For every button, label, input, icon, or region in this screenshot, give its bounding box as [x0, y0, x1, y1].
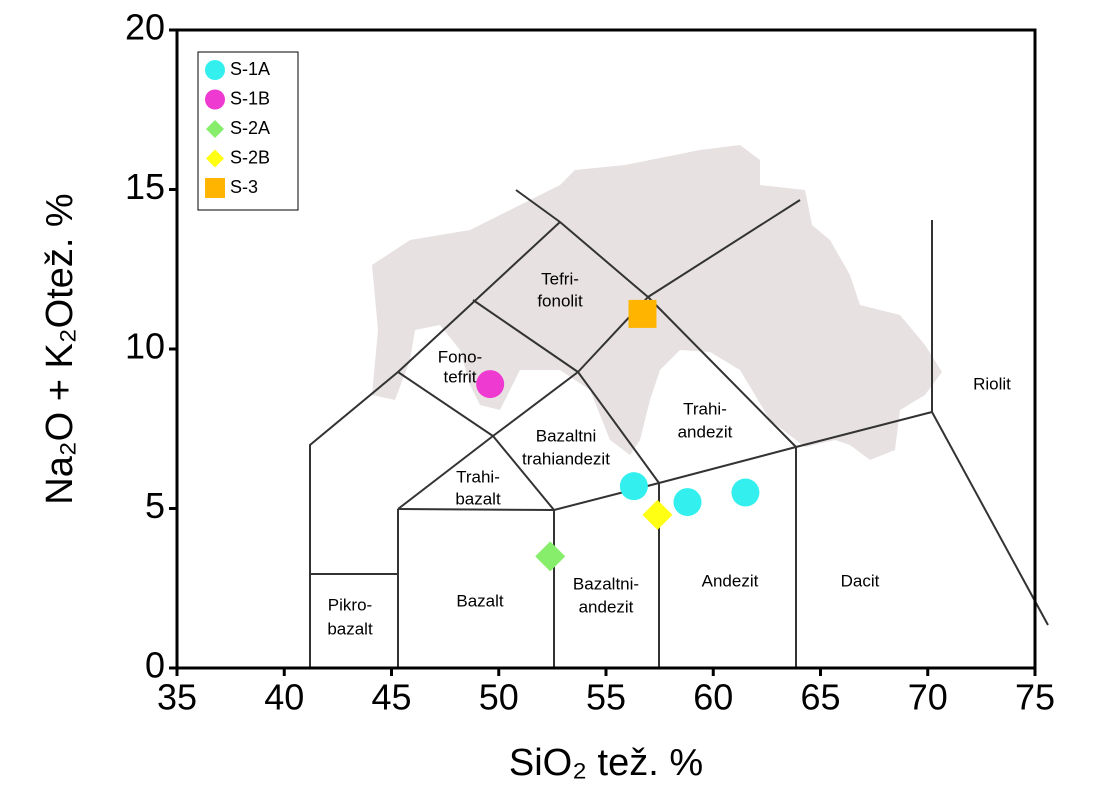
field-labels: Pikro- bazalt Bazalt Bazaltni- andezit A…: [327, 269, 1011, 638]
legend-marker: [206, 149, 224, 168]
y-tick-label: 0: [145, 645, 165, 686]
x-tick-label: 60: [693, 677, 733, 718]
data-point: [619, 472, 648, 501]
legend-marker: [206, 120, 224, 138]
field-boundaries: [309, 189, 1049, 668]
data-point: [535, 541, 566, 572]
field-label: Trahi-: [683, 399, 727, 418]
x-tick-label: 75: [1015, 677, 1055, 718]
data-point: [476, 370, 505, 399]
field-label: Fono-: [438, 347, 482, 366]
legend-marker: [205, 178, 225, 198]
field-label: trahiandezit: [522, 449, 610, 468]
x-tick-label: 40: [264, 677, 304, 718]
field-label: Tefri-: [541, 269, 579, 288]
field-label: Bazaltni-: [573, 574, 639, 593]
field-label: tefrit: [443, 367, 476, 386]
field-label: bazalt: [455, 489, 501, 508]
y-tick-label: 15: [125, 166, 165, 207]
y-tick-label: 10: [125, 326, 165, 367]
y-tick-label: 20: [125, 7, 165, 48]
x-axis-label: SiO₂ tež. %: [509, 742, 703, 784]
field-label: bazalt: [327, 619, 373, 638]
x-tick-label: 65: [800, 677, 840, 718]
data-point: [628, 299, 657, 328]
data-point: [642, 499, 673, 530]
background-field: [372, 145, 942, 460]
legend-label: S-3: [230, 177, 258, 197]
legend-label: S-1A: [230, 59, 270, 79]
field-label: andezit: [678, 422, 733, 441]
field-label: fonolit: [537, 291, 583, 310]
data-point: [673, 488, 702, 517]
x-tick-label: 55: [586, 677, 626, 718]
field-label: Pikro-: [328, 595, 372, 614]
legend-marker: [205, 60, 225, 80]
data-point: [731, 478, 760, 507]
field-label: Dacit: [841, 571, 880, 590]
legend-label: S-1B: [230, 88, 270, 108]
legend-marker: [205, 89, 225, 110]
field-label: Bazaltni: [536, 426, 596, 445]
x-tick-label: 35: [157, 677, 197, 718]
legend-label: S-2A: [230, 118, 270, 138]
y-tick-label: 5: [145, 485, 165, 526]
x-tick-label: 45: [371, 677, 411, 718]
field-label: andezit: [579, 597, 634, 616]
field-label: Riolit: [973, 374, 1011, 393]
x-tick-label: 50: [479, 677, 519, 718]
y-axis-label: Na₂O + K₂Otež. %: [39, 193, 81, 504]
legend-label: S-2B: [230, 147, 270, 167]
field-label: Bazalt: [456, 591, 504, 610]
x-tick-label: 70: [908, 677, 948, 718]
field-label: Andezit: [702, 571, 759, 590]
field-label: Trahi-: [456, 467, 500, 486]
